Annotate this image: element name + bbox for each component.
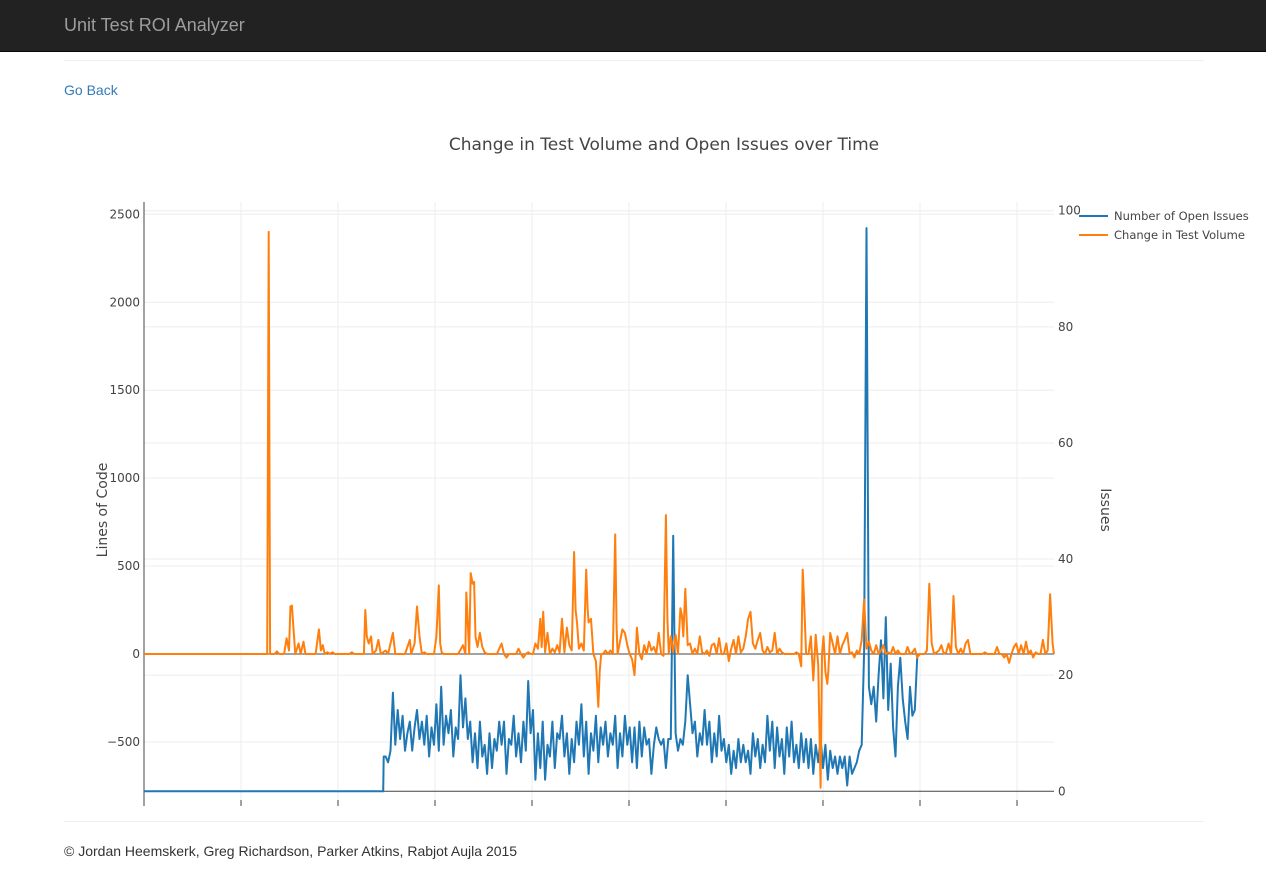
y2-axis-label: Issues	[1097, 488, 1113, 532]
divider	[64, 821, 1204, 822]
y-axis-label: Lines of Code	[95, 463, 111, 558]
legend-label[interactable]: Change in Test Volume	[1114, 228, 1245, 242]
navbar: Unit Test ROI Analyzer	[0, 0, 1266, 52]
y-tick-label: −500	[107, 735, 140, 749]
y2-tick-label: 40	[1058, 552, 1073, 566]
legend-label[interactable]: Number of Open Issues	[1114, 209, 1249, 223]
divider	[64, 60, 1204, 61]
y-tick-label: 1000	[109, 471, 140, 485]
plot-area[interactable]	[144, 227, 1055, 793]
y-tick-label: 1500	[109, 383, 140, 397]
y-tick-label: 2000	[109, 295, 140, 309]
y2-tick-label: 60	[1058, 436, 1073, 450]
chart-axes: −500 0 500 1000 1500 2000 2500 0 20 40 60 80 100	[107, 202, 1081, 806]
chart-title: Change in Test Volume and Open Issues ov…	[449, 135, 879, 155]
y2-tick-label: 100	[1058, 204, 1081, 218]
footer-copyright: © Jordan Heemskerk, Greg Richardson, Par…	[64, 843, 518, 859]
go-back-link[interactable]: Go Back	[64, 82, 118, 98]
series-open-issues-line[interactable]	[144, 227, 919, 793]
y-tick-label: 0	[132, 647, 140, 661]
chart-grid	[144, 202, 1054, 800]
y-tick-label: 2500	[109, 207, 140, 221]
app-brand[interactable]: Unit Test ROI Analyzer	[64, 15, 245, 35]
y2-tick-label: 80	[1058, 320, 1073, 334]
series-test-volume-line[interactable]	[144, 230, 1055, 789]
legend[interactable]: Number of Open Issues Change in Test Volu…	[1079, 209, 1249, 242]
y2-tick-label: 20	[1058, 668, 1073, 682]
chart: −500 0 500 1000 1500 2000 2500 0 20 40 60 80 100 Cha…	[95, 135, 1249, 806]
y2-tick-label: 0	[1058, 784, 1066, 798]
y-tick-label: 500	[117, 559, 140, 573]
